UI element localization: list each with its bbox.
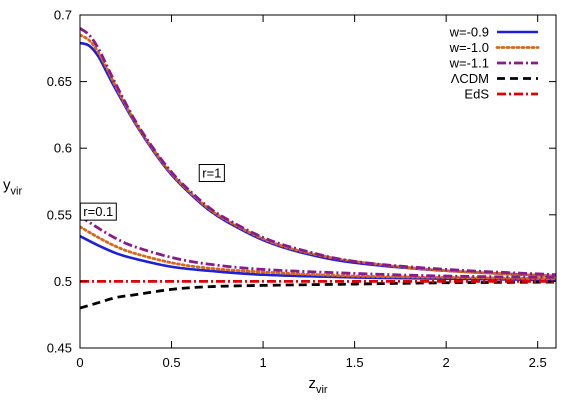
series-layer xyxy=(80,27,556,310)
y-axis-label-sub: vir xyxy=(11,186,23,198)
series-line-CDM-LCDM xyxy=(80,280,556,310)
annotation-frame xyxy=(79,202,117,221)
annotation-box: r=1 xyxy=(198,164,225,183)
series-line-unnamed-r0.1 xyxy=(80,225,556,281)
y-tick-label: 0.5 xyxy=(54,274,72,289)
annotation-box: r=0.1 xyxy=(79,202,117,221)
y-axis-label: yvir xyxy=(3,177,22,198)
y-tick-label: 0.55 xyxy=(47,207,72,222)
annotation-label: r=1 xyxy=(202,166,221,181)
y-tick-label: 0.45 xyxy=(47,341,72,356)
x-axis-label-main: z xyxy=(308,375,316,392)
x-axis-label-sub: vir xyxy=(316,384,328,396)
legend-label: w=-1.0 xyxy=(449,40,489,55)
annotation-label: r=0.1 xyxy=(83,204,113,219)
series-line-unnamed-r0.1 xyxy=(80,234,556,282)
legend-item: w=-0.9 xyxy=(449,25,538,40)
x-tick-label: 2 xyxy=(443,355,450,370)
x-axis-label: zvir xyxy=(308,375,327,396)
series-line-unnamed-r0.1 xyxy=(80,214,556,279)
x-tick-label: 1.5 xyxy=(346,355,364,370)
y-tick-label: 0.7 xyxy=(54,8,72,23)
x-tick-label: 0.5 xyxy=(162,355,180,370)
legend-item: w=-1.1 xyxy=(449,56,538,71)
legend-item: ΛCDM xyxy=(451,71,538,86)
y-axis-label-main: y xyxy=(3,177,11,194)
legend-label: ΛCDM xyxy=(451,71,489,86)
legend-label: w=-0.9 xyxy=(449,25,489,40)
x-tick-label: 0 xyxy=(76,355,83,370)
series-line-w-1.1-r1 xyxy=(80,27,556,277)
y-tick-label: 0.6 xyxy=(54,141,72,156)
annotation-layer: r=1 r=0.1 xyxy=(79,164,225,221)
x-tick-label: 2.5 xyxy=(529,355,547,370)
annotation-frame xyxy=(198,164,225,183)
y-tick-label: 0.65 xyxy=(47,74,72,89)
plot-frame xyxy=(79,14,557,349)
x-tick-label: 1 xyxy=(259,355,266,370)
legend-item: w=-1.0 xyxy=(449,40,540,55)
ticks-layer: 0 0.5 1 1.5 2 2.5 0.45 0.5 0.55 0.6 0.65 0.7 xyxy=(47,8,556,370)
legend-label: EdS xyxy=(464,87,489,102)
legend-label: w=-1.1 xyxy=(449,56,489,71)
legend-item: EdS xyxy=(464,87,538,102)
